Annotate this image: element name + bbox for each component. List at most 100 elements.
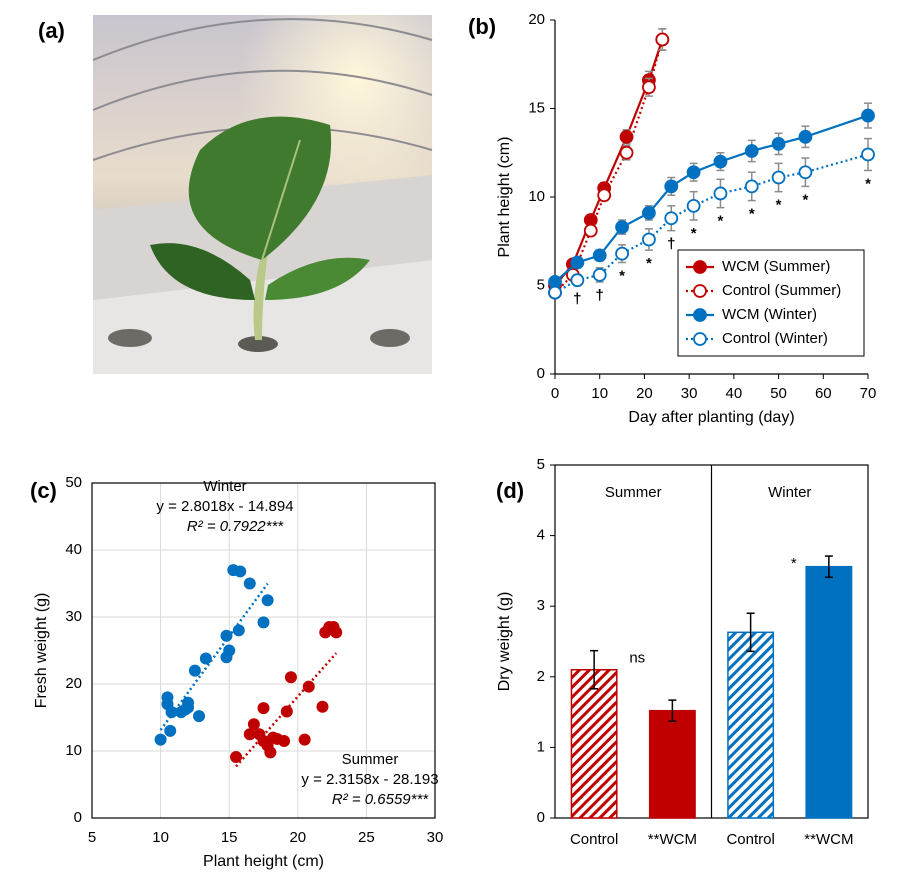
- y-tick-label: 1: [537, 738, 545, 755]
- point: [261, 594, 274, 607]
- series-label: Winter: [203, 478, 246, 495]
- marker: [619, 145, 634, 160]
- point: [247, 718, 260, 731]
- x-tick-label: 5: [88, 829, 96, 846]
- y-tick-label: 10: [528, 188, 545, 205]
- point: [161, 691, 174, 704]
- marker: [861, 108, 875, 123]
- x-axis-title: Day after planting (day): [628, 409, 794, 426]
- y-tick-label: 0: [537, 365, 545, 382]
- x-tick-label: 10: [591, 385, 608, 402]
- x-tick-label: 60: [815, 385, 832, 402]
- x-axis-title: Plant height (cm): [203, 853, 324, 870]
- trendline: [159, 582, 269, 731]
- legend-label: Control (Summer): [722, 282, 841, 299]
- marker: [713, 154, 728, 169]
- significance-label: *: [749, 206, 755, 223]
- significance-label: †: [596, 287, 604, 304]
- group-label: Summer: [605, 484, 662, 501]
- y-tick-label: 20: [65, 675, 82, 692]
- marker: [570, 273, 585, 288]
- significance-label: ns: [629, 650, 645, 667]
- marker: [615, 246, 629, 261]
- point: [230, 751, 243, 764]
- marker: [642, 232, 656, 247]
- point: [182, 701, 195, 714]
- y-tick-label: 50: [65, 474, 82, 491]
- error-bar: [590, 649, 599, 690]
- panel-label: (a): [38, 18, 65, 43]
- legend-marker: [693, 332, 707, 346]
- bar: [648, 709, 696, 819]
- marker: [570, 255, 585, 270]
- legend-marker: [693, 260, 707, 274]
- x-tick-label: **WCM: [648, 831, 697, 848]
- marker: [861, 147, 875, 162]
- marker: [615, 220, 629, 234]
- point: [316, 700, 329, 713]
- significance-label: *: [619, 267, 625, 284]
- panel-label: (d): [496, 478, 524, 503]
- error-bar: [668, 699, 677, 723]
- x-tick-label: 50: [770, 385, 787, 402]
- x-tick-label: 70: [860, 385, 877, 402]
- point: [243, 728, 256, 741]
- marker: [583, 223, 598, 238]
- y-tick-label: 0: [537, 809, 545, 826]
- marker: [664, 179, 679, 194]
- point: [164, 724, 177, 737]
- marker: [597, 188, 612, 203]
- y-tick-label: 30: [65, 608, 82, 625]
- significance-label: *: [791, 555, 797, 572]
- x-tick-label: 40: [726, 385, 743, 402]
- r-squared: R² = 0.7922***: [187, 518, 284, 535]
- marker: [664, 211, 679, 226]
- point: [284, 671, 297, 684]
- marker: [592, 248, 607, 263]
- marker: [798, 129, 813, 144]
- point: [154, 733, 167, 746]
- y-tick-label: 2: [537, 668, 545, 685]
- y-tick-label: 40: [65, 541, 82, 558]
- y-axis-title: Fresh weight (g): [33, 593, 50, 709]
- y-tick-label: 4: [537, 527, 545, 544]
- legend-label: WCM (Summer): [722, 258, 830, 275]
- point: [188, 664, 201, 677]
- point: [223, 644, 236, 657]
- legend-marker: [693, 284, 707, 298]
- point: [234, 565, 247, 578]
- significance-label: *: [865, 175, 871, 192]
- point: [298, 733, 311, 746]
- marker: [642, 206, 656, 220]
- trendline: [235, 652, 338, 768]
- point: [330, 626, 343, 639]
- y-tick-label: 5: [537, 456, 545, 473]
- x-tick-label: 15: [221, 829, 238, 846]
- significance-label: *: [802, 191, 808, 208]
- marker: [548, 285, 562, 300]
- marker: [686, 198, 701, 213]
- x-tick-label: 30: [427, 829, 444, 846]
- y-tick-label: 15: [528, 99, 545, 116]
- significance-label: *: [776, 197, 782, 214]
- y-tick-label: 10: [65, 742, 82, 759]
- significance-label: †: [667, 236, 675, 253]
- x-tick-label: Control: [570, 831, 618, 848]
- bar: [727, 631, 775, 819]
- marker: [798, 165, 813, 180]
- y-tick-label: 3: [537, 597, 545, 614]
- marker: [592, 267, 607, 282]
- plot-frame: [91, 482, 436, 819]
- x-tick-label: 20: [289, 829, 306, 846]
- marker: [642, 80, 656, 95]
- photo: [92, 15, 433, 374]
- point: [302, 680, 315, 693]
- x-tick-label: 30: [681, 385, 698, 402]
- significance-label: *: [691, 225, 697, 242]
- error-bar: [824, 555, 833, 579]
- point: [264, 746, 277, 759]
- y-tick-label: 5: [537, 276, 545, 293]
- equation: y = 2.3158x - 28.193: [301, 771, 438, 788]
- marker: [655, 32, 670, 47]
- marker: [744, 144, 759, 158]
